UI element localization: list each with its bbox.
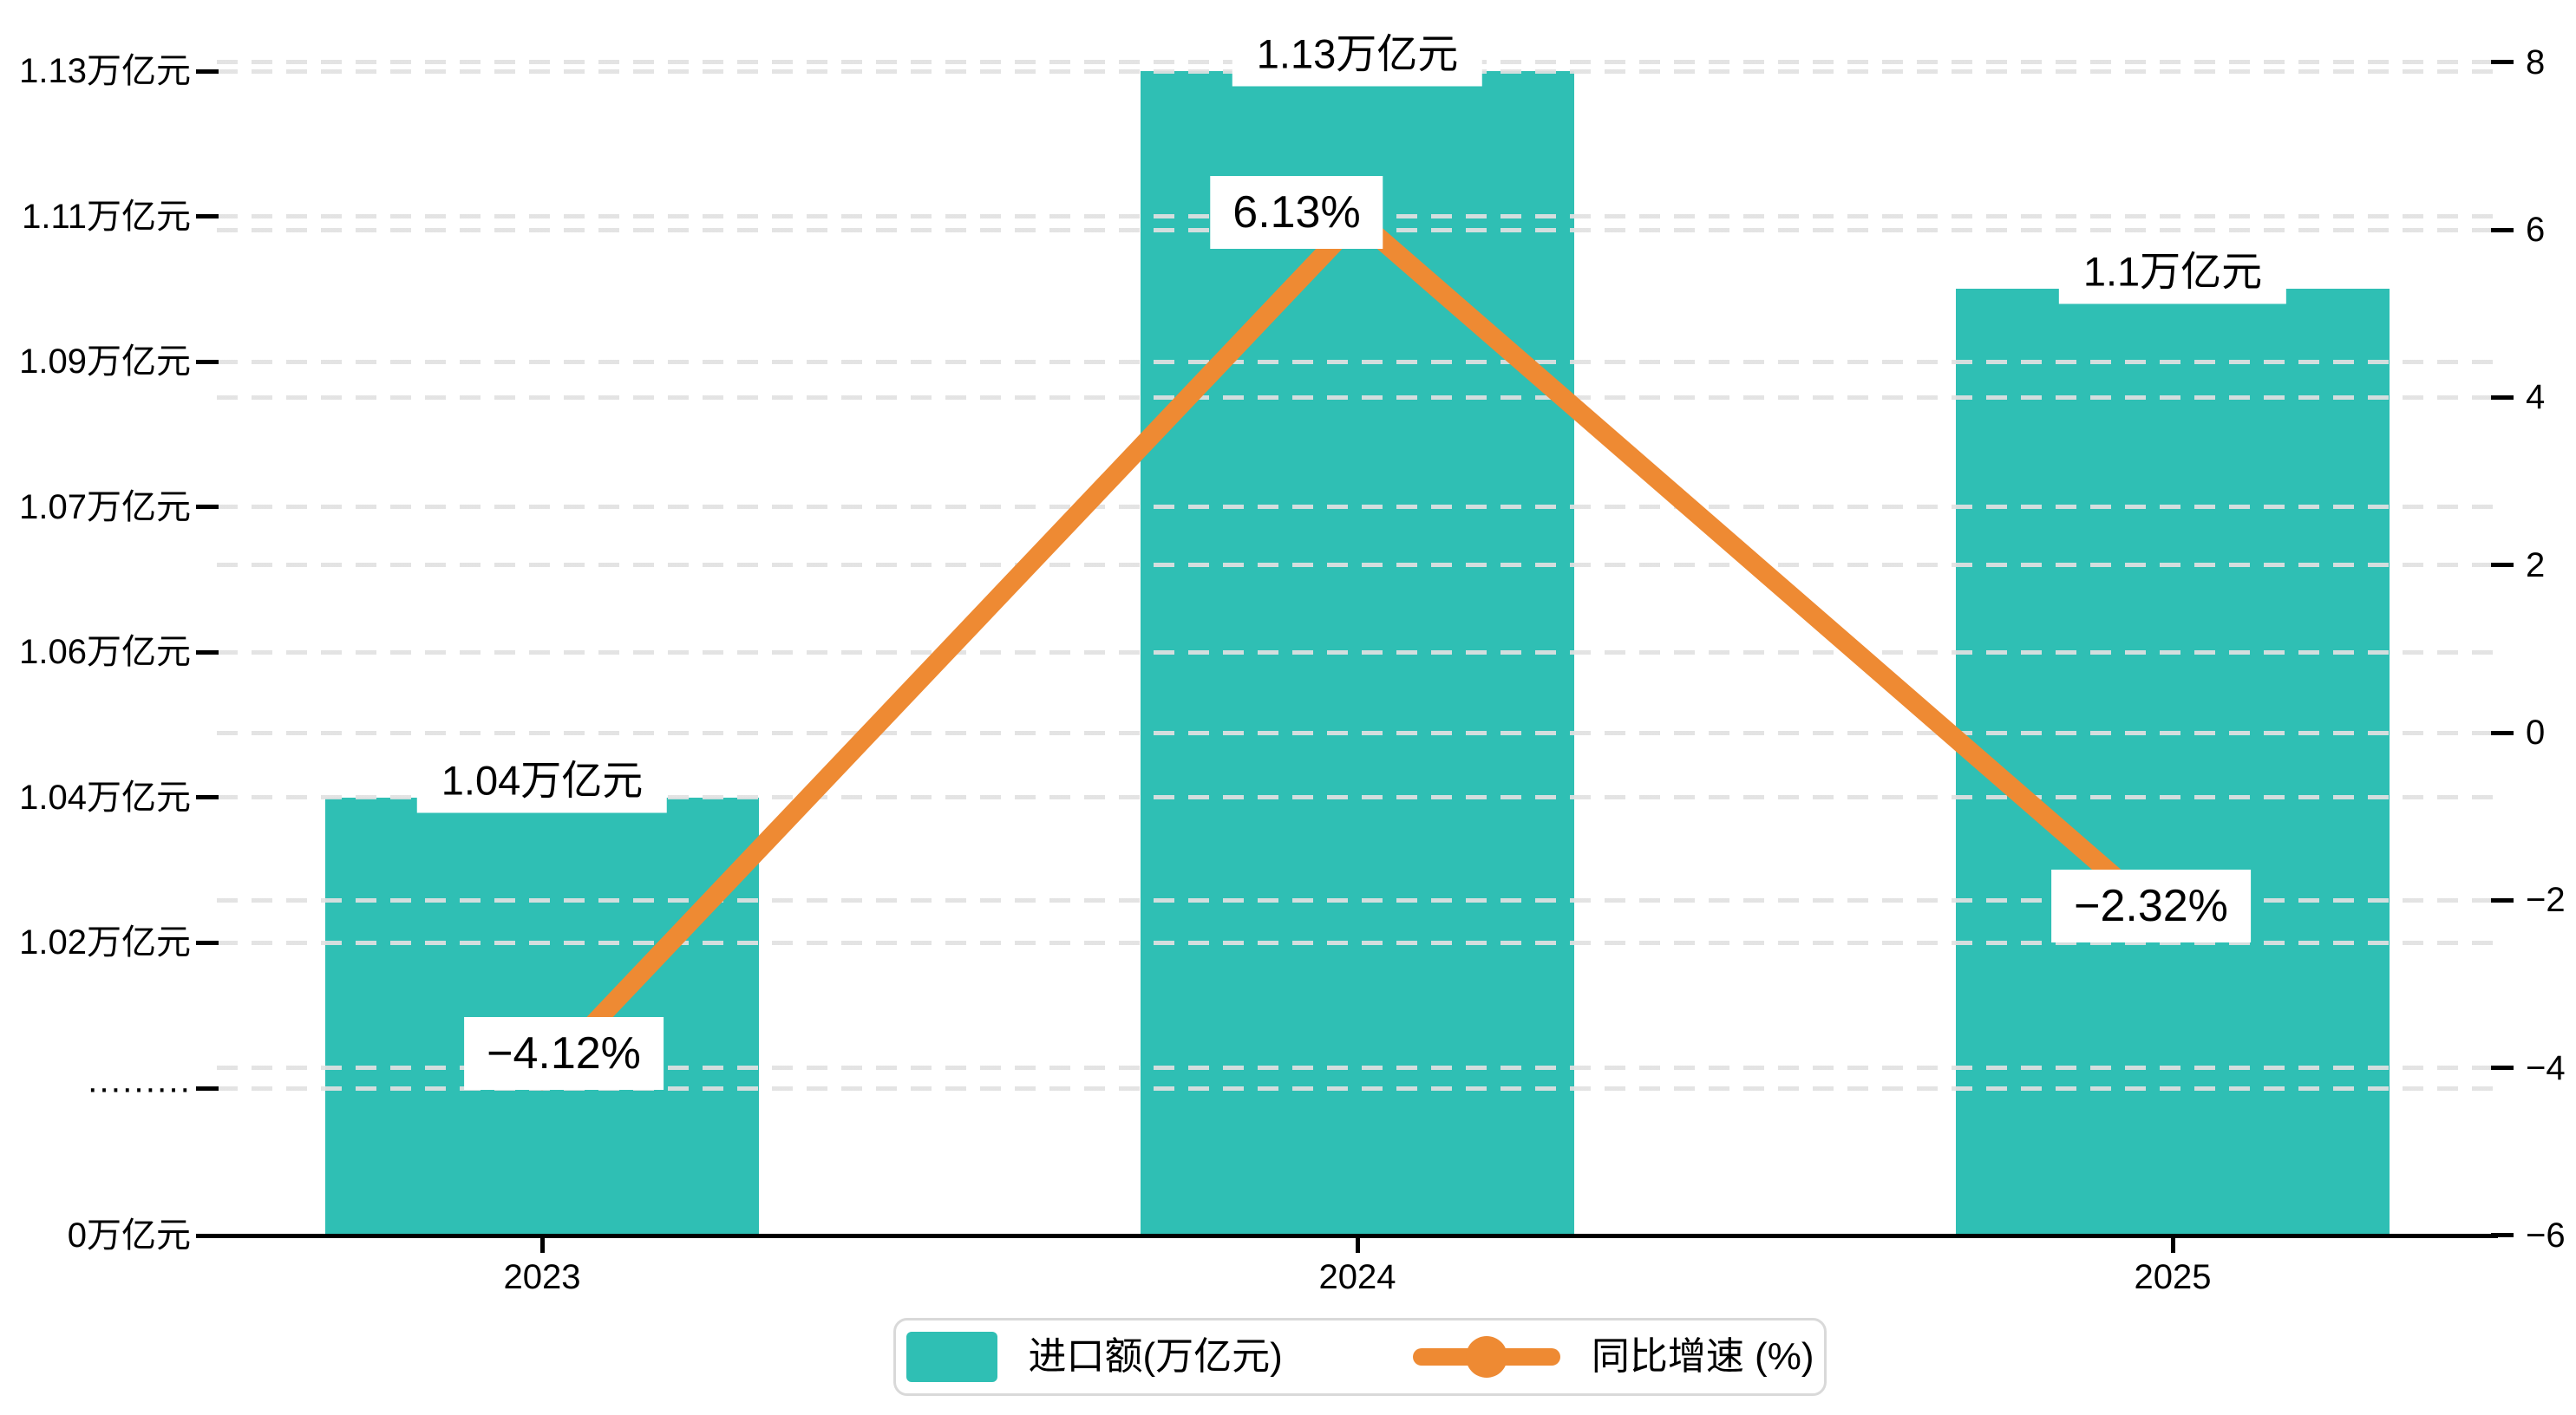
bar-series-swatch-icon [906, 1332, 997, 1382]
y-left-tick-mark [196, 505, 219, 510]
y-left-tick-label: 1.09万亿元 [19, 342, 191, 381]
y-right-tick-mark [2491, 395, 2514, 400]
gridline [217, 730, 2498, 735]
y-left-tick-label: 1.04万亿元 [19, 778, 191, 817]
y-right-tick-label: 8 [2526, 42, 2546, 82]
line-value-label-2024: 6.13% [1210, 175, 1383, 249]
y-right-tick-mark [2491, 1233, 2514, 1238]
y-right-tick-mark [2491, 1066, 2514, 1071]
x-tick-label-2023: 2023 [503, 1258, 581, 1296]
bar-value-label-2024: 1.13万亿元 [1232, 21, 1483, 87]
y-left-tick-mark [196, 359, 219, 364]
y-left-tick-label: 1.07万亿元 [19, 487, 191, 526]
y-right-tick-mark [2491, 730, 2514, 735]
y-left-tick-mark [196, 649, 219, 655]
y-left-tick-mark [196, 795, 219, 800]
y-right-tick-label: 4 [2526, 378, 2546, 417]
y-right-tick-mark [2491, 60, 2514, 65]
gridline [217, 359, 2498, 364]
y-right-tick-label: 6 [2526, 211, 2546, 250]
growth-line-path [535, 209, 2180, 1085]
y-right-tick-mark [2491, 227, 2514, 232]
y-left-tick-mark [196, 214, 219, 219]
line-value-label-2025: −2.32% [2051, 870, 2251, 943]
y-left-tick-label: 1.02万亿元 [19, 923, 191, 962]
legend-label-imports: 进口额(万亿元) [1028, 1335, 1283, 1378]
gridline [217, 395, 2498, 400]
y-left-tick-label: 0万亿元 [67, 1216, 191, 1255]
x-axis-line [217, 1233, 2498, 1238]
gridline [217, 897, 2498, 903]
y-right-tick-mark [2491, 897, 2514, 903]
y-right-tick-mark [2491, 563, 2514, 568]
x-tick-mark [1355, 1237, 1360, 1253]
y-left-tick-label: 1.06万亿元 [19, 633, 191, 672]
bar-2025 [1956, 289, 2390, 1236]
bar-value-label-2025: 1.1万亿元 [2058, 238, 2287, 304]
x-tick-mark [2170, 1237, 2175, 1253]
bar-value-label-2023: 1.04万亿元 [416, 747, 668, 813]
legend-item-imports: 进口额(万亿元) [906, 1332, 1283, 1382]
legend-label-growth: 同比增速 (%) [1591, 1335, 1814, 1378]
y-left-tick-label: ········· [87, 1069, 191, 1107]
y-left-tick-mark [196, 940, 219, 945]
y-right-tick-label: 2 [2526, 545, 2546, 584]
bar-2023 [325, 797, 759, 1236]
gridline [217, 1086, 2498, 1091]
y-right-tick-label: 0 [2526, 714, 2546, 752]
y-right-tick-label: −4 [2526, 1048, 2566, 1087]
y-right-tick-label: −2 [2526, 881, 2566, 920]
y-left-tick-mark [196, 1086, 219, 1091]
gridline [217, 1066, 2498, 1071]
gridline [217, 649, 2498, 655]
line-marker-dot-icon [1465, 1336, 1507, 1378]
x-tick-label-2025: 2025 [2134, 1258, 2212, 1296]
legend: 进口额(万亿元) 同比增速 (%) [893, 1318, 1827, 1396]
gridline [217, 563, 2498, 568]
y-left-tick-mark [196, 1233, 219, 1238]
line-value-label-2023: −4.12% [464, 1017, 664, 1091]
x-tick-mark [539, 1237, 545, 1253]
gridline [217, 505, 2498, 510]
y-left-tick-label: 1.11万亿元 [22, 197, 191, 236]
x-tick-label-2024: 2024 [1318, 1258, 1396, 1296]
gridline [217, 940, 2498, 945]
y-right-tick-label: −6 [2526, 1216, 2566, 1255]
gridline [217, 795, 2498, 800]
legend-item-growth: 同比增速 (%) [1412, 1335, 1814, 1378]
y-left-tick-label: 1.13万亿元 [19, 52, 191, 90]
line-series-marker-icon [1412, 1336, 1560, 1378]
y-left-tick-mark [196, 68, 219, 74]
